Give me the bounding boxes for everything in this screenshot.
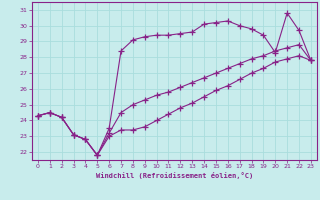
X-axis label: Windchill (Refroidissement éolien,°C): Windchill (Refroidissement éolien,°C): [96, 172, 253, 179]
